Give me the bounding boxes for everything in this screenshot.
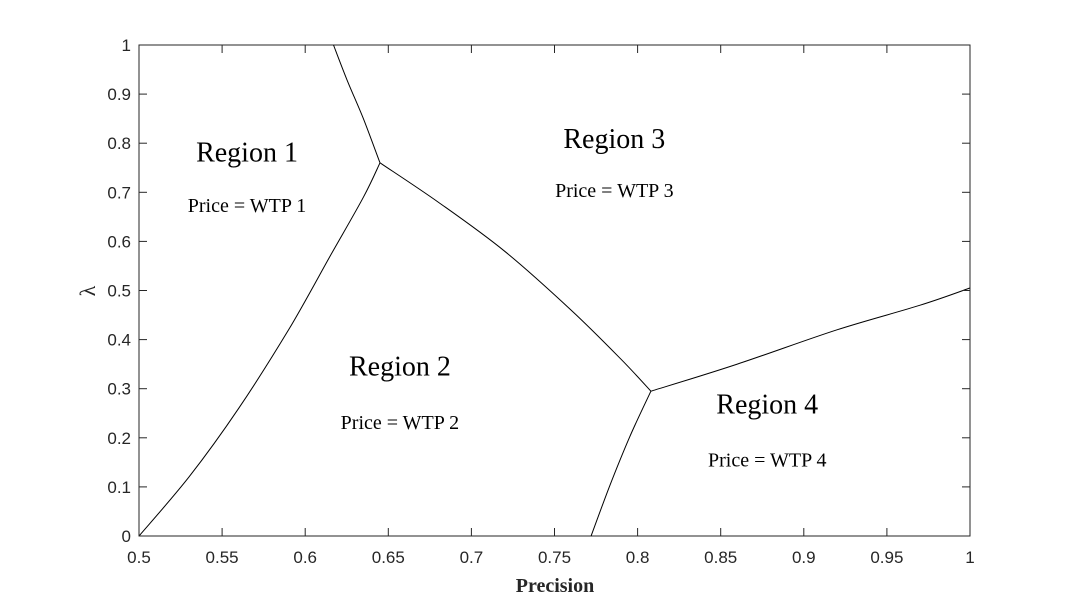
- x-axis-label: Precision: [516, 575, 595, 597]
- y-tick-label: 0.2: [107, 429, 131, 448]
- y-tick-label: 0.4: [107, 331, 131, 350]
- y-tick-label: 1: [122, 36, 131, 55]
- x-tick-label: 0.55: [206, 548, 239, 567]
- y-tick-label: 0.8: [107, 134, 131, 153]
- boundary-line-2: [138, 162, 381, 537]
- x-axis-ticks: 0.5 0.55 0.6 0.65 0.7 0.75 0.8 0.85 0.9 0.95 1: [127, 45, 975, 567]
- boundary-line-1: [333, 44, 381, 163]
- x-tick-label: 0.75: [538, 548, 571, 567]
- x-tick-label: 0.6: [293, 548, 317, 567]
- x-tick-label: 0.65: [372, 548, 405, 567]
- boundary-line-3: [379, 162, 652, 392]
- y-axis-label: λ: [75, 285, 100, 296]
- x-tick-label: 0.85: [704, 548, 737, 567]
- x-tick-label: 0.8: [626, 548, 650, 567]
- x-tick-label: 1: [965, 548, 974, 567]
- boundary-line-5: [650, 287, 971, 392]
- region-3-title: Region 3: [563, 124, 665, 155]
- y-axis-ticks: 0 0.1 0.2 0.3 0.4 0.5 0.6 0.7 0.8 0.9 1: [107, 36, 970, 546]
- y-tick-label: 0.7: [107, 183, 131, 202]
- region-4-price: Price = WTP 4: [708, 449, 827, 471]
- region-1-title: Region 1: [196, 137, 298, 168]
- x-tick-label: 0.95: [870, 548, 903, 567]
- y-tick-label: 0.3: [107, 380, 131, 399]
- boundary-line-4: [590, 390, 652, 537]
- region-labels: Region 1 Price = WTP 1 Region 2 Price = WTP…: [188, 124, 827, 471]
- region-2-price: Price = WTP 2: [341, 412, 460, 434]
- x-tick-label: 0.5: [127, 548, 151, 567]
- plot-frame: [138, 44, 971, 537]
- y-tick-label: 0.9: [107, 85, 131, 104]
- y-tick-label: 0: [122, 527, 131, 546]
- region-3-price: Price = WTP 3: [555, 180, 674, 202]
- y-tick-label: 0.6: [107, 232, 131, 251]
- region-1-price: Price = WTP 1: [188, 195, 307, 217]
- boundary-lines: [138, 44, 971, 537]
- region-2-title: Region 2: [349, 351, 451, 382]
- y-tick-label: 0.5: [107, 282, 131, 301]
- y-tick-label: 0.1: [107, 478, 131, 497]
- plot-area: 0.5 0.55 0.6 0.65 0.7 0.75 0.8 0.85 0.9 0.95 1 00.…: [107, 36, 974, 567]
- region-4-title: Region 4: [716, 389, 818, 420]
- x-tick-label: 0.9: [792, 548, 816, 567]
- x-tick-label: 0.7: [460, 548, 484, 567]
